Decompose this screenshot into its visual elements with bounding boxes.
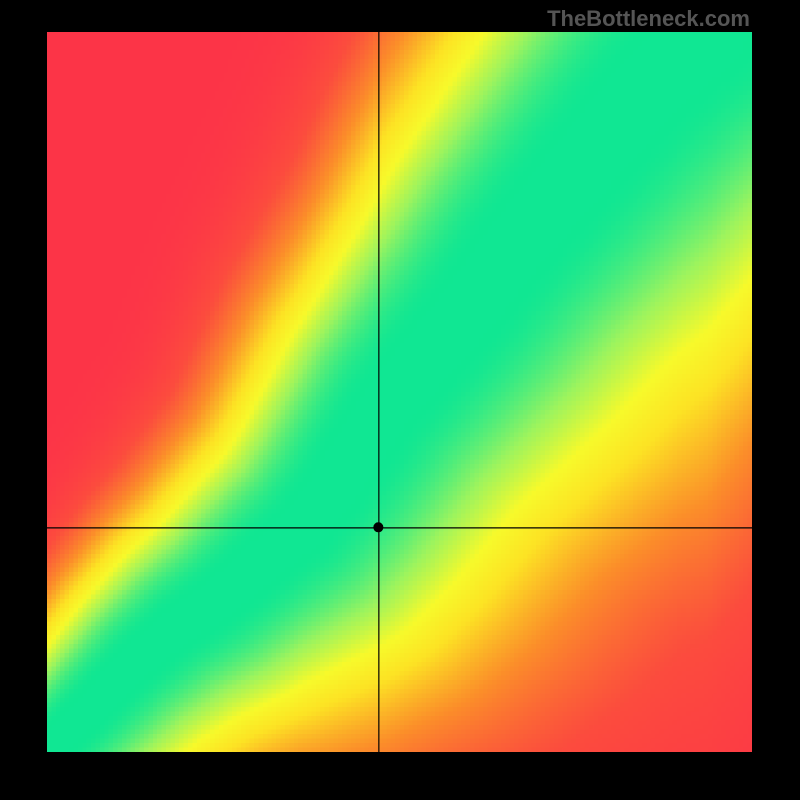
watermark-text: TheBottleneck.com xyxy=(547,6,750,32)
chart-container: TheBottleneck.com xyxy=(0,0,800,800)
crosshair-overlay xyxy=(47,32,752,752)
